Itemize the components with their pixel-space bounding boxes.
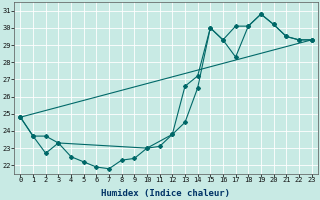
X-axis label: Humidex (Indice chaleur): Humidex (Indice chaleur) (101, 189, 230, 198)
